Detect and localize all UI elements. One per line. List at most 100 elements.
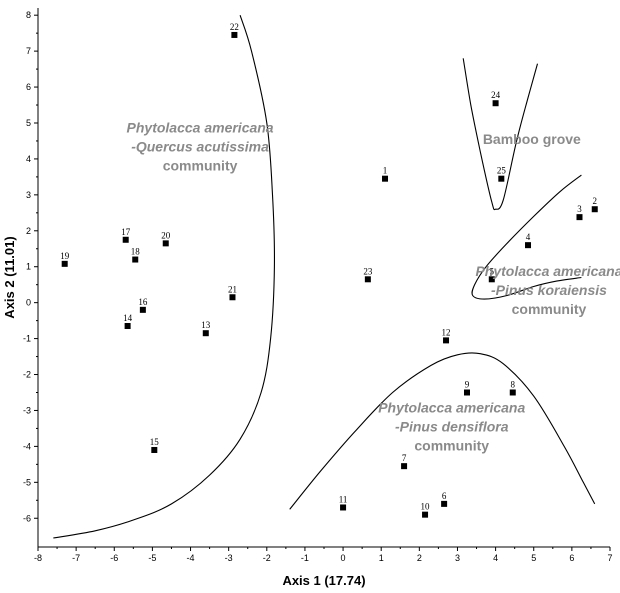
x-tick-label: 1 — [379, 553, 384, 563]
point-label: 24 — [491, 90, 501, 100]
point-label: 8 — [511, 379, 516, 389]
data-point — [122, 236, 129, 243]
x-tick-label: -1 — [301, 553, 309, 563]
point-label: 10 — [421, 502, 431, 512]
x-tick-label: 2 — [417, 553, 422, 563]
annotations-layer: Phytolacca americana -Quercus acutissima c… — [127, 119, 620, 453]
region-label-quercus: Phytolacca americana — [127, 119, 274, 135]
data-point — [492, 100, 499, 107]
y-tick-label: -5 — [23, 477, 31, 487]
y-tick-label: -1 — [23, 334, 31, 344]
data-point — [401, 463, 408, 470]
x-tick-label: -5 — [148, 553, 156, 563]
y-tick-label: -6 — [23, 513, 31, 523]
data-point — [498, 175, 505, 182]
x-tick-label: -7 — [72, 553, 80, 563]
region-label-bamboo: Bamboo grove — [483, 131, 581, 147]
y-tick-label: 5 — [26, 118, 31, 128]
y-tick-label: 3 — [26, 190, 31, 200]
point-label: 21 — [228, 284, 237, 294]
x-tick-label: 6 — [569, 553, 574, 563]
left-boundary — [53, 15, 276, 539]
y-axis-title: Axis 2 (11.01) — [2, 236, 17, 318]
point-label: 3 — [577, 204, 582, 214]
point-label: 9 — [465, 379, 470, 389]
data-point — [509, 389, 516, 396]
x-tick-label: -6 — [110, 553, 118, 563]
point-label: 22 — [230, 22, 239, 32]
y-tick-label: -4 — [23, 441, 31, 451]
x-tick-label: 7 — [607, 553, 612, 563]
point-label: 18 — [131, 247, 141, 257]
y-tick-label: 8 — [26, 10, 31, 20]
point-label: 1 — [383, 166, 388, 176]
region-label-koraiensis: community — [512, 301, 587, 317]
y-tick-label: -3 — [23, 405, 31, 415]
region-label-densiflora: community — [414, 438, 489, 454]
point-label: 4 — [526, 232, 531, 242]
point-label: 11 — [339, 494, 348, 504]
bottom-boundary — [289, 352, 596, 510]
region-label-densiflora: -Pinus densiflora — [395, 419, 509, 435]
point-label: 5 — [490, 266, 495, 276]
data-point — [162, 240, 169, 247]
point-label: 7 — [402, 453, 407, 463]
y-tick-label: 7 — [26, 46, 31, 56]
data-point — [340, 504, 347, 511]
point-label: 14 — [123, 313, 133, 323]
point-label: 19 — [60, 251, 70, 261]
data-point — [525, 242, 532, 249]
data-point — [139, 306, 146, 313]
region-label-quercus: -Quercus acutissima — [131, 138, 269, 154]
data-point — [151, 446, 158, 453]
y-tick-label: 6 — [26, 82, 31, 92]
boundaries-layer — [53, 15, 596, 539]
point-label: 12 — [442, 327, 451, 337]
x-tick-label: 0 — [341, 553, 346, 563]
x-axis-title: Axis 1 (17.74) — [282, 573, 365, 588]
y-tick-label: -2 — [23, 370, 31, 380]
data-point — [441, 500, 448, 507]
data-point — [591, 206, 598, 213]
y-tick-label: 4 — [26, 154, 31, 164]
region-label-koraiensis: -Pinus koraiensis — [491, 282, 607, 298]
point-label: 25 — [497, 166, 507, 176]
x-tick-label: -3 — [225, 553, 233, 563]
data-point — [124, 323, 131, 330]
y-tick-label: 2 — [26, 226, 31, 236]
data-point — [132, 256, 139, 263]
right-boundary — [471, 174, 582, 300]
data-point — [61, 260, 68, 267]
point-label: 13 — [201, 320, 211, 330]
points-layer: 1234567891011121314151617181920212223242… — [60, 22, 598, 518]
x-tick-label: 5 — [531, 553, 536, 563]
point-label: 17 — [121, 227, 131, 237]
x-tick-label: -4 — [187, 553, 195, 563]
data-point — [202, 330, 209, 337]
data-point — [576, 214, 583, 221]
region-label-quercus: community — [163, 157, 238, 173]
data-point — [231, 31, 238, 38]
data-point — [443, 337, 450, 344]
x-tick-label: 4 — [493, 553, 498, 563]
data-point — [422, 511, 429, 518]
data-point — [382, 175, 389, 182]
point-label: 2 — [592, 196, 597, 206]
data-point — [364, 276, 371, 283]
axes-layer: -8 -7 -6 -5 -4 -3 -2 -1 0 1 2 3 4 5 6 7-6-5-4-3-2-10123… — [23, 8, 613, 563]
y-tick-label: 0 — [26, 298, 31, 308]
x-tick-label: -2 — [263, 553, 271, 563]
point-label: 6 — [442, 491, 447, 501]
y-tick-label: 1 — [26, 262, 31, 272]
region-label-densiflora: Phytolacca americana — [378, 400, 525, 416]
region-label-koraiensis: Phytolacca americana — [475, 263, 620, 279]
data-point — [229, 294, 236, 301]
top-boundary — [462, 58, 539, 211]
x-tick-label: -8 — [34, 553, 42, 563]
point-label: 15 — [150, 437, 160, 447]
point-label: 23 — [363, 266, 373, 276]
point-label: 16 — [138, 297, 148, 307]
point-label: 20 — [161, 230, 171, 240]
data-point — [488, 276, 495, 283]
